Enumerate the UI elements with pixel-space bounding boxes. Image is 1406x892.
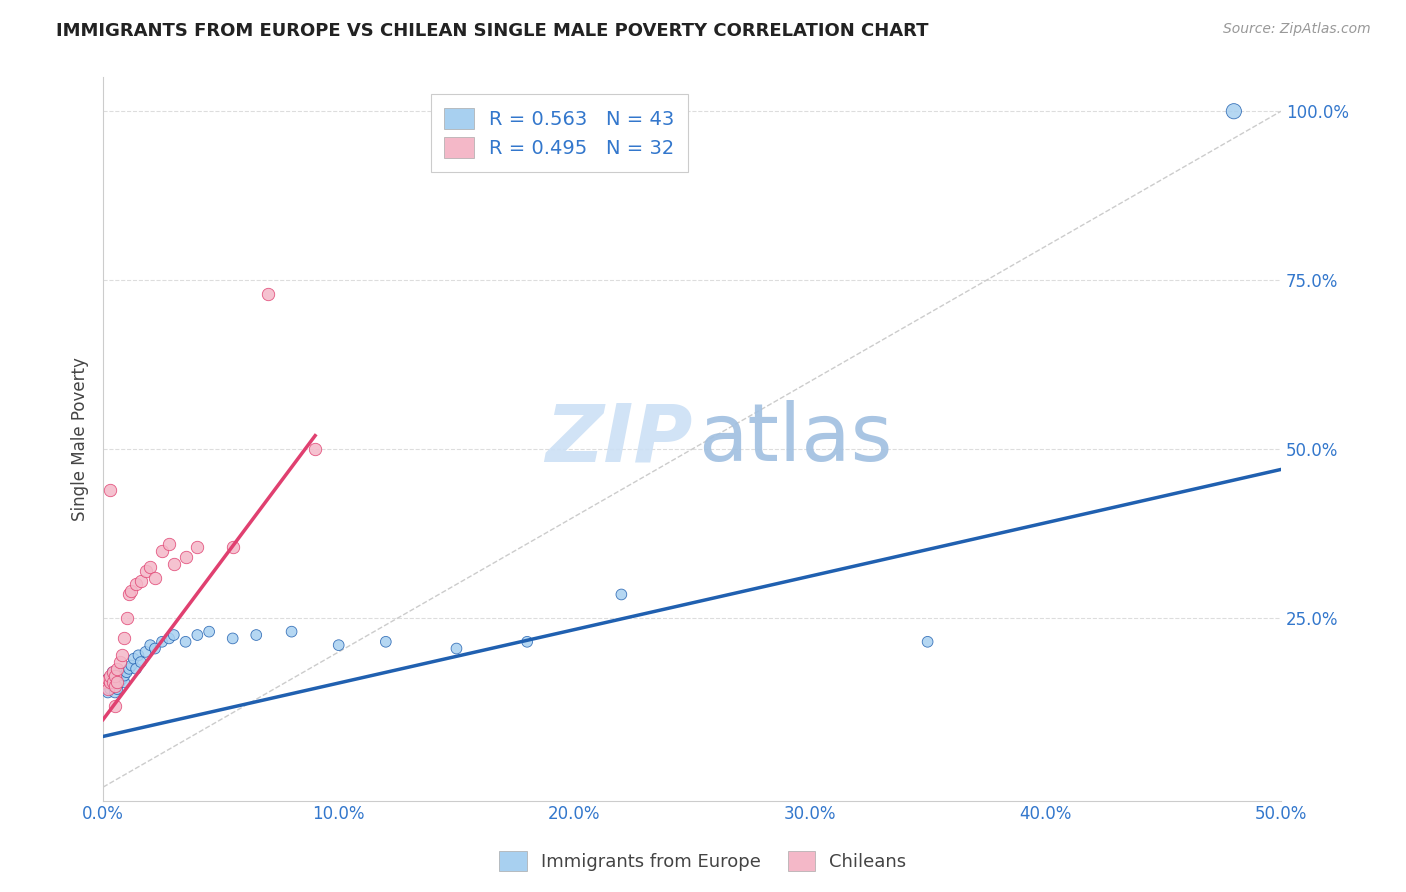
Point: [610, 587, 633, 601]
Point: [129, 574, 152, 588]
Point: [104, 698, 127, 713]
Text: IMMIGRANTS FROM EUROPE VS CHILEAN SINGLE MALE POVERTY CORRELATION CHART: IMMIGRANTS FROM EUROPE VS CHILEAN SINGLE…: [56, 22, 929, 40]
Point: [127, 648, 149, 663]
Point: [280, 624, 302, 639]
Point: [104, 675, 127, 690]
Point: [129, 655, 152, 669]
Point: [101, 679, 124, 693]
Point: [115, 611, 138, 625]
Point: [150, 543, 173, 558]
Point: [186, 540, 208, 554]
Point: [105, 675, 128, 690]
Point: [118, 587, 141, 601]
Point: [101, 665, 124, 680]
Y-axis label: Single Male Poverty: Single Male Poverty: [72, 357, 89, 521]
Point: [157, 537, 180, 551]
Point: [221, 632, 243, 646]
Point: [917, 634, 939, 648]
Point: [105, 662, 128, 676]
Point: [143, 571, 166, 585]
Point: [101, 675, 124, 690]
Point: [135, 564, 157, 578]
Point: [139, 560, 162, 574]
Point: [186, 628, 208, 642]
Point: [94, 675, 117, 690]
Point: [97, 672, 120, 686]
Point: [105, 668, 128, 682]
Point: [111, 648, 134, 663]
Point: [304, 442, 326, 457]
Point: [257, 286, 280, 301]
Point: [245, 628, 267, 642]
Point: [98, 675, 121, 690]
Point: [1223, 104, 1246, 119]
Point: [112, 668, 135, 682]
Point: [98, 483, 121, 497]
Point: [174, 550, 197, 565]
Point: [120, 584, 142, 599]
Point: [125, 577, 148, 591]
Point: [115, 665, 138, 680]
Point: [101, 665, 124, 680]
Point: [135, 645, 157, 659]
Point: [198, 624, 221, 639]
Point: [97, 672, 120, 686]
Point: [98, 682, 121, 697]
Point: [104, 685, 127, 699]
Point: [174, 634, 197, 648]
Point: [104, 672, 127, 686]
Point: [163, 557, 186, 571]
Text: atlas: atlas: [697, 400, 893, 478]
Point: [374, 634, 396, 648]
Point: [111, 672, 134, 686]
Point: [97, 682, 120, 697]
Point: [516, 634, 538, 648]
Point: [105, 682, 128, 697]
Point: [94, 675, 117, 690]
Point: [97, 685, 120, 699]
Point: [108, 655, 131, 669]
Legend: Immigrants from Europe, Chileans: Immigrants from Europe, Chileans: [492, 844, 914, 879]
Point: [446, 641, 468, 656]
Text: Source: ZipAtlas.com: Source: ZipAtlas.com: [1223, 22, 1371, 37]
Point: [125, 662, 148, 676]
Point: [98, 668, 121, 682]
Point: [98, 675, 121, 690]
Point: [112, 675, 135, 690]
Point: [104, 668, 127, 682]
Point: [122, 651, 145, 665]
Text: ZIP: ZIP: [544, 400, 692, 478]
Point: [157, 632, 180, 646]
Point: [118, 662, 141, 676]
Legend: R = 0.563   N = 43, R = 0.495   N = 32: R = 0.563 N = 43, R = 0.495 N = 32: [430, 95, 688, 172]
Point: [143, 641, 166, 656]
Point: [108, 675, 131, 690]
Point: [108, 665, 131, 680]
Point: [104, 679, 127, 693]
Point: [163, 628, 186, 642]
Point: [221, 540, 243, 554]
Point: [120, 658, 142, 673]
Point: [112, 632, 135, 646]
Point: [139, 638, 162, 652]
Point: [328, 638, 350, 652]
Point: [150, 634, 173, 648]
